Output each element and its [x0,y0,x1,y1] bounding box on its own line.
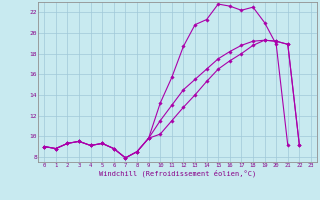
X-axis label: Windchill (Refroidissement éolien,°C): Windchill (Refroidissement éolien,°C) [99,170,256,177]
